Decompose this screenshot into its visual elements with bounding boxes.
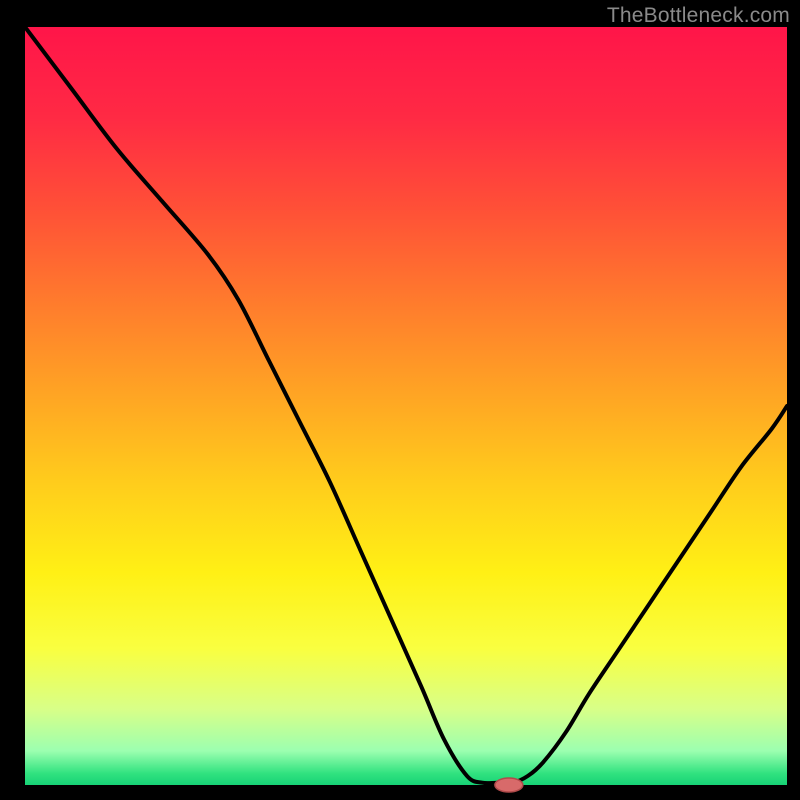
gradient-background — [25, 27, 787, 785]
bottleneck-chart — [0, 0, 800, 800]
optimal-point-marker — [495, 778, 523, 792]
chart-container: TheBottleneck.com — [0, 0, 800, 800]
watermark-text: TheBottleneck.com — [607, 4, 790, 28]
